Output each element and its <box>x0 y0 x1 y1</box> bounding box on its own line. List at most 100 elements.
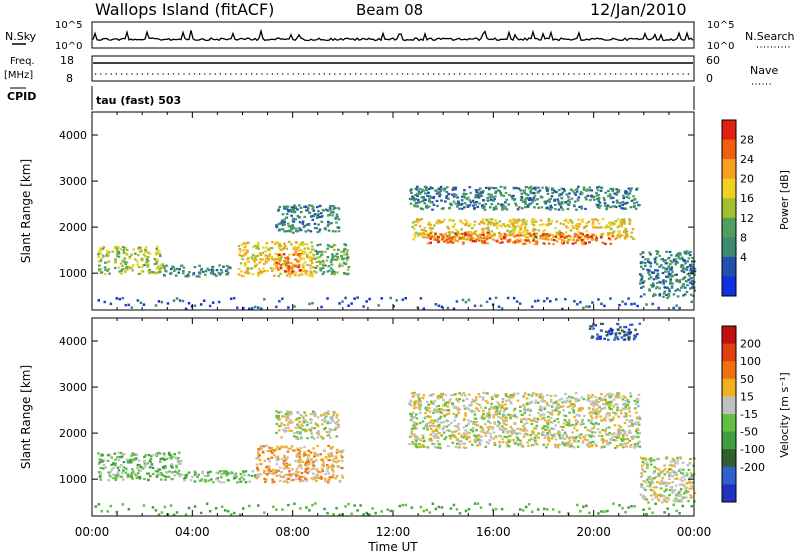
ground-scatter-cell <box>576 503 579 507</box>
scatter-cell <box>628 420 631 423</box>
scatter-cell <box>689 457 692 461</box>
scatter-cell <box>315 423 319 426</box>
scatter-cell <box>527 187 531 190</box>
scatter-cell <box>240 255 244 258</box>
scatter-cell <box>610 436 614 439</box>
scatter-cell <box>332 205 335 208</box>
scatter-cell <box>442 409 446 412</box>
scatter-cell <box>169 453 172 456</box>
scatter-cell <box>506 239 510 242</box>
ground-scatter-cell <box>184 307 188 311</box>
scatter-cell <box>682 484 686 487</box>
scatter-cell <box>136 466 139 469</box>
scatter-cell <box>106 252 109 255</box>
scatter-cell <box>458 398 461 401</box>
scatter-cell <box>312 467 316 470</box>
scatter-cell <box>540 417 544 420</box>
scatter-cell <box>538 393 542 396</box>
scatter-cell <box>415 427 419 430</box>
scatter-cell <box>634 207 638 210</box>
scatter-cell <box>313 451 316 454</box>
scatter-cell <box>322 449 326 452</box>
scatter-cell <box>421 208 425 211</box>
scatter-cell <box>457 202 460 205</box>
scatter-cell <box>440 188 443 191</box>
scatter-cell <box>276 258 279 261</box>
ground-scatter-cell <box>236 306 239 309</box>
scatter-cell <box>467 435 470 438</box>
scatter-cell <box>256 468 260 471</box>
scatter-cell <box>475 191 479 194</box>
scatter-cell <box>201 472 205 475</box>
scatter-cell <box>474 230 478 233</box>
scatter-cell <box>274 471 278 474</box>
ground-scatter-cell <box>230 513 233 516</box>
scatter-cell <box>545 425 548 428</box>
scatter-cell <box>295 475 298 478</box>
scatter-cell <box>467 235 470 238</box>
scatter-cell <box>279 248 282 252</box>
scatter-cell <box>686 266 689 269</box>
scatter-cell <box>253 261 256 264</box>
scatter-cell <box>550 238 554 241</box>
scatter-cell <box>345 251 349 254</box>
scatter-cell <box>303 430 307 433</box>
ground-scatter-cell <box>371 507 374 510</box>
scatter-cell <box>204 480 207 483</box>
scatter-cell <box>174 268 177 271</box>
scatter-cell <box>650 271 654 274</box>
scatter-cell <box>440 396 443 399</box>
scatter-cell <box>326 243 330 247</box>
scatter-cell <box>550 427 554 430</box>
scatter-cell <box>331 476 334 479</box>
scatter-cell <box>617 429 620 432</box>
scatter-cell <box>588 189 591 192</box>
scatter-cell <box>549 421 552 424</box>
scatter-cell <box>468 431 471 435</box>
scatter-cell <box>164 478 167 481</box>
scatter-cell <box>574 233 578 236</box>
scatter-cell <box>519 442 523 445</box>
scatter-cell <box>129 459 132 462</box>
ground-scatter-cell <box>579 510 582 513</box>
scatter-cell <box>612 230 616 233</box>
scatter-cell <box>171 478 174 481</box>
scatter-cell <box>432 411 435 414</box>
scatter-cell <box>673 461 677 464</box>
scatter-cell <box>277 229 281 232</box>
scatter-cell <box>309 270 313 273</box>
scatter-cell <box>515 416 519 419</box>
scatter-cell <box>139 246 142 249</box>
scatter-cell <box>215 269 219 272</box>
scatter-cell <box>669 263 672 266</box>
scatter-cell <box>301 428 305 431</box>
scatter-cell <box>499 233 503 236</box>
scatter-cell <box>313 257 317 260</box>
scatter-cell <box>467 224 471 227</box>
scatter-cell <box>519 418 523 421</box>
scatter-cell <box>542 237 545 240</box>
scatter-cell <box>243 248 247 251</box>
scatter-cell <box>557 189 561 192</box>
scatter-cell <box>279 263 283 267</box>
scatter-cell <box>336 248 340 251</box>
scatter-cell <box>451 193 454 196</box>
scatter-cell <box>98 264 101 267</box>
ground-scatter-cell <box>527 503 531 506</box>
scatter-cell <box>514 240 517 243</box>
scatter-cell <box>499 193 503 196</box>
scatter-cell <box>636 397 639 400</box>
scatter-cell <box>541 397 544 400</box>
scatter-cell <box>536 191 540 194</box>
scatter-cell <box>178 268 181 271</box>
scatter-cell <box>261 251 265 254</box>
scatter-cell <box>645 481 648 484</box>
scatter-cell <box>146 256 150 259</box>
scatter-cell <box>524 206 527 209</box>
ground-scatter-cell <box>672 503 675 507</box>
ground-scatter-cell <box>287 503 290 507</box>
scatter-cell <box>683 478 687 481</box>
scatter-cell <box>668 477 671 480</box>
scatter-cell <box>298 452 301 455</box>
scatter-cell <box>439 421 443 424</box>
